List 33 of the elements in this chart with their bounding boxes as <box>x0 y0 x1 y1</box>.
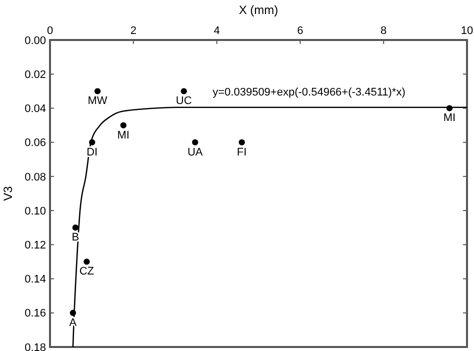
x-tick-label: 0 <box>46 25 54 37</box>
annotation: UC <box>176 95 192 108</box>
y-tick-label: 0.12 <box>24 240 46 252</box>
y-tick-label: 0.08 <box>24 171 46 184</box>
x-tick-label: 4 <box>214 25 220 37</box>
annotation: CZ <box>79 266 94 278</box>
annotation: FI <box>236 146 247 158</box>
annotation: MI <box>443 112 456 124</box>
y-tick-label: 0.04 <box>24 103 46 116</box>
x-tick-label: 2 <box>130 25 136 37</box>
y-tick-label: 0.00 <box>24 34 46 47</box>
point <box>84 258 90 265</box>
annotation: UA <box>187 146 204 158</box>
y-tick-label: 0.18 <box>24 342 46 351</box>
annotation: MW <box>88 95 108 108</box>
x-axis-title: X (mm) <box>238 3 278 17</box>
annotation: y=0.039509+exp(-0.54966+(-3.4511)*x) <box>212 86 406 98</box>
point <box>94 88 101 94</box>
y-tick-label: 0.06 <box>24 137 46 150</box>
y-tick-label: 0.10 <box>24 205 46 218</box>
x-tick-label: 6 <box>297 25 304 37</box>
point <box>238 139 245 146</box>
y-axis-title: V3 <box>1 186 15 201</box>
point <box>192 139 198 146</box>
point <box>120 122 126 128</box>
x-tick-label: 8 <box>380 25 387 37</box>
y-tick-label: 0.16 <box>24 308 46 320</box>
annotation: MI <box>117 129 130 142</box>
point <box>180 88 187 94</box>
point <box>72 224 79 231</box>
y-tick-label: 0.14 <box>24 274 46 286</box>
x-tick-label: 10 <box>460 25 474 37</box>
y-tick-label: 0.02 <box>24 68 46 81</box>
